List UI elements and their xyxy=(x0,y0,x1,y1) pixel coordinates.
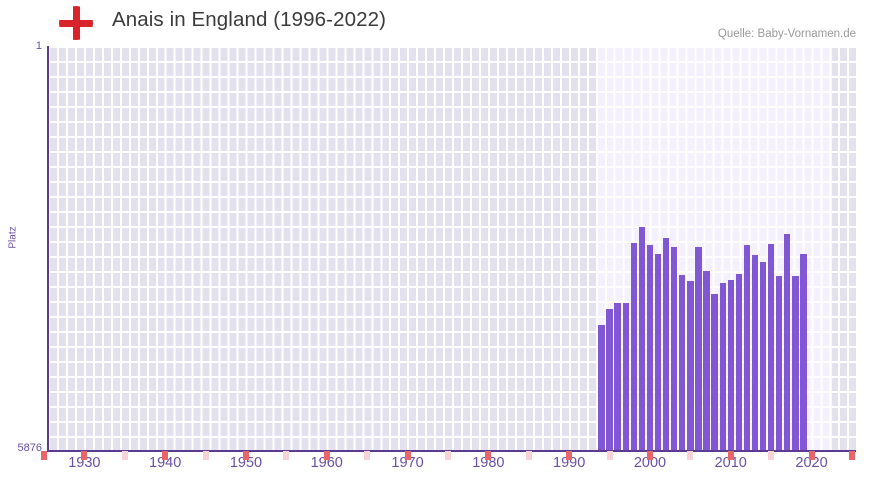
bar xyxy=(727,279,734,450)
x-axis-tick-mark-minor xyxy=(525,451,532,460)
england-flag-icon xyxy=(59,6,93,40)
bar xyxy=(598,325,605,450)
x-axis-tick-mark xyxy=(162,451,169,460)
x-axis-tick-label: 1980 xyxy=(472,455,505,471)
x-axis-tick-mark-minor xyxy=(687,451,694,460)
x-axis-tick-mark xyxy=(727,451,734,460)
x-axis-tick-mark xyxy=(40,451,47,460)
x-axis-tick-mark-minor xyxy=(364,451,371,460)
x-axis-tick-mark xyxy=(81,451,88,460)
x-axis-tick-mark-minor xyxy=(606,451,613,460)
bar xyxy=(630,243,637,450)
bar xyxy=(638,227,646,450)
x-axis-tick-mark xyxy=(242,451,249,460)
x-axis-tick-label: 1990 xyxy=(553,455,586,471)
x-axis-tick-mark xyxy=(485,451,492,460)
bar xyxy=(768,243,775,450)
bar-series xyxy=(48,46,856,450)
bar xyxy=(703,271,710,450)
x-axis-tick-label: 2010 xyxy=(714,455,747,471)
x-axis-line xyxy=(47,450,856,452)
x-axis-tick-mark-minor xyxy=(444,451,451,460)
x-axis-tick-mark-minor xyxy=(768,451,775,460)
x-axis-tick-mark-minor xyxy=(283,451,290,460)
bar xyxy=(751,254,759,450)
x-axis-tick-mark xyxy=(404,451,411,460)
y-axis-line xyxy=(47,46,49,452)
bar xyxy=(622,303,629,450)
bar xyxy=(759,261,767,450)
x-axis-tick-mark xyxy=(566,451,573,460)
bar xyxy=(800,254,807,450)
x-axis-tick-mark xyxy=(848,451,855,460)
bar xyxy=(687,281,694,450)
bar xyxy=(614,303,621,450)
x-axis-tick-label: 1950 xyxy=(229,455,263,471)
bar xyxy=(646,244,654,450)
bar xyxy=(776,276,783,450)
x-axis-tick-mark xyxy=(323,451,330,460)
bar xyxy=(671,247,678,450)
x-axis-tick-mark-minor xyxy=(121,451,128,460)
chart-title: Anais in England (1996-2022) xyxy=(112,8,387,31)
bar xyxy=(654,254,662,450)
x-axis-tick-label: 2000 xyxy=(633,455,667,471)
x-axis-tick-label: 1970 xyxy=(391,455,424,471)
x-axis-tick-mark-minor xyxy=(202,451,209,460)
bar xyxy=(743,244,751,450)
bar xyxy=(792,276,799,450)
bar xyxy=(735,274,742,450)
bar xyxy=(719,282,726,450)
x-axis-tick-label: 1960 xyxy=(310,455,343,471)
flag-cross-vertical xyxy=(72,6,80,40)
x-axis-tick-mark xyxy=(808,451,815,460)
x-axis-tick-label: 1930 xyxy=(68,455,101,471)
source-attribution: Quelle: Baby-Vornamen.de xyxy=(717,28,856,40)
x-axis-tick-label: 2020 xyxy=(795,455,828,471)
bar xyxy=(679,274,686,450)
bar xyxy=(606,308,613,450)
bar xyxy=(784,234,791,450)
chart-header: Anais in England (1996-2022) Quelle: Bab… xyxy=(0,0,873,46)
x-axis-tick-mark xyxy=(646,451,653,460)
bar xyxy=(711,294,718,450)
bar xyxy=(662,237,670,450)
y-axis-tick-top: 1 xyxy=(35,40,42,52)
y-axis-title: Platz xyxy=(7,226,19,249)
bar xyxy=(695,247,702,450)
x-axis-tick-label: 1940 xyxy=(149,455,182,471)
y-axis-tick-bottom: 5876 xyxy=(17,442,42,454)
